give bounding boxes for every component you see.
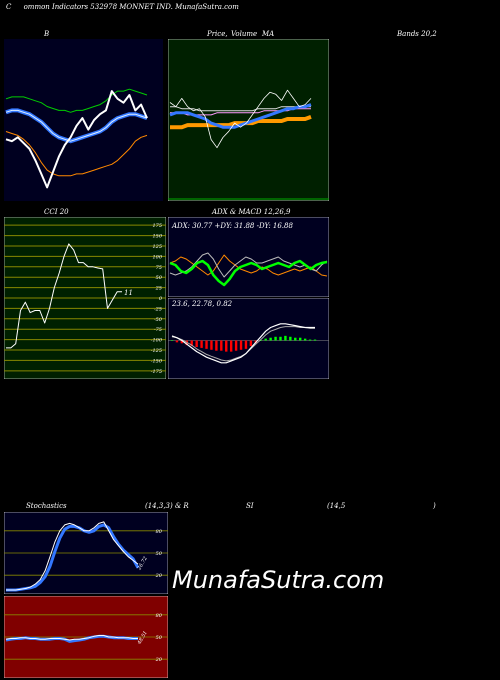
- adx-readout: ADX: 30.77 +DY: 31.88 -DY: 16.88: [171, 222, 293, 230]
- macd-histogram-bar: [220, 340, 223, 351]
- macd-line: [171, 323, 315, 364]
- macd-histogram-bar: [294, 337, 297, 341]
- macd-readout: 23.6, 22.78, 0.82: [171, 300, 233, 308]
- macd-histogram-bar: [229, 340, 233, 352]
- cci-tick-label: 125: [152, 244, 162, 250]
- macd-histogram-bar: [215, 340, 218, 351]
- stoch-label: Stochastics: [26, 502, 67, 510]
- minus-di-line: [169, 254, 328, 277]
- cci-tick-label: -100: [151, 338, 163, 344]
- rsi-params-label: (14,5: [327, 502, 346, 510]
- cci-tick-label: -150: [151, 358, 163, 364]
- rsi-tick-label: 20: [155, 657, 163, 663]
- bb-upper-band: [5, 88, 148, 113]
- cci-tick-label: 175: [152, 223, 162, 229]
- page-title-initial: C: [6, 3, 12, 11]
- bb-label: B: [44, 30, 50, 38]
- cci-tick-label: -125: [151, 348, 162, 354]
- macd-histogram-bar: [210, 340, 213, 350]
- cci-tick-label: 50: [156, 275, 163, 281]
- stoch-params-label: (14,3,3) & R: [145, 502, 189, 510]
- price-label-a: Price,: [207, 30, 228, 38]
- macd-histogram-bar: [170, 340, 174, 341]
- macd-histogram-bar: [299, 337, 302, 341]
- macd-histogram-bar: [269, 337, 272, 341]
- cci-tick-label: 150: [152, 234, 162, 240]
- cci-tick-label: 0: [159, 296, 163, 302]
- macd-histogram-bar: [259, 340, 262, 341]
- cci-label: CCI 20: [44, 208, 69, 216]
- rsi-tick-label: 50: [156, 635, 163, 641]
- cci-tick-label: -25: [154, 306, 162, 312]
- cci-tick-label: -175: [151, 369, 162, 375]
- macd-histogram-bar: [190, 340, 193, 347]
- bb-lower-band: [5, 131, 148, 177]
- ma-short-line: [169, 103, 312, 129]
- ma-grey-line: [170, 106, 311, 112]
- cci-tick-label: 25: [155, 286, 162, 292]
- cci-line: [6, 243, 122, 349]
- adx-line: [169, 259, 328, 287]
- macd-histogram-bar: [205, 340, 208, 349]
- macd-histogram-bar: [313, 339, 317, 341]
- stochastics-main-line: [6, 521, 139, 591]
- stochastics-tick-label: 50: [156, 551, 163, 557]
- macd-histogram-bar: [180, 340, 184, 344]
- macd-background: [168, 298, 329, 379]
- adx-background: [168, 217, 329, 297]
- macd-histogram-bar: [289, 336, 292, 341]
- stochastics-tick-label: 20: [155, 573, 163, 579]
- cci-tick-label: 75: [156, 265, 162, 271]
- macd-chart: 23.6, 22.78, 0.82: [168, 298, 329, 379]
- watermark: MunafaSutra.com: [172, 566, 385, 594]
- macd-histogram-bar: [303, 338, 307, 341]
- price-label-c: MA: [262, 30, 275, 38]
- adx-macd-label: ADX & MACD 12,26,9: [212, 208, 291, 216]
- ma-long-line: [170, 115, 312, 130]
- page-title: C ommon Indicators 532978 MONNET IND. Mu…: [6, 3, 239, 11]
- cci-last-value: 11: [124, 289, 133, 297]
- macd-histogram-bar: [239, 340, 243, 350]
- rsi-tick-label: 80: [156, 613, 163, 619]
- bollinger-chart: [4, 39, 163, 201]
- stochastics-tick-label: 80: [156, 529, 163, 535]
- cci-chart: 175 150 125 100 75 50 25 0 -25 -50 -75 -100 -125 -150…: [4, 217, 166, 379]
- cci-tick-label: -50: [154, 317, 163, 323]
- rsi-main-line: [5, 635, 138, 641]
- macd-histogram-bar: [274, 336, 277, 341]
- bands-label: Bands 20,2: [397, 30, 437, 38]
- macd-histogram-bar: [284, 335, 287, 341]
- bb-price-line: [5, 90, 148, 189]
- price-label-b: Volume: [231, 30, 258, 38]
- macd-histogram-bar: [249, 340, 253, 347]
- macd-histogram-bar: [225, 340, 228, 352]
- macd-histogram-bar: [308, 339, 312, 341]
- price-ma-chart: [168, 39, 329, 201]
- si-label: SI: [246, 502, 254, 510]
- plus-di-line: [169, 252, 328, 278]
- macd-histogram-bar: [244, 340, 248, 349]
- cci-tick-label: 100: [152, 254, 162, 260]
- adx-chart: ADX: 30.77 +DY: 31.88 -DY: 16.88: [168, 217, 329, 297]
- macd-histogram-bar: [264, 338, 267, 341]
- macd-histogram-bar: [200, 340, 203, 348]
- macd-histogram-bar: [279, 336, 282, 341]
- price-line: [169, 89, 312, 149]
- macd-histogram-bar: [175, 340, 179, 343]
- rsi-close-label: ): [433, 502, 436, 510]
- bb-middle-band-core: [5, 109, 148, 142]
- cci-tick-label: -75: [154, 327, 162, 333]
- macd-histogram-bar: [195, 340, 198, 347]
- macd-histogram-bar: [234, 340, 238, 351]
- page-title-rest: ommon Indicators 532978 MONNET IND. Muna…: [23, 3, 239, 11]
